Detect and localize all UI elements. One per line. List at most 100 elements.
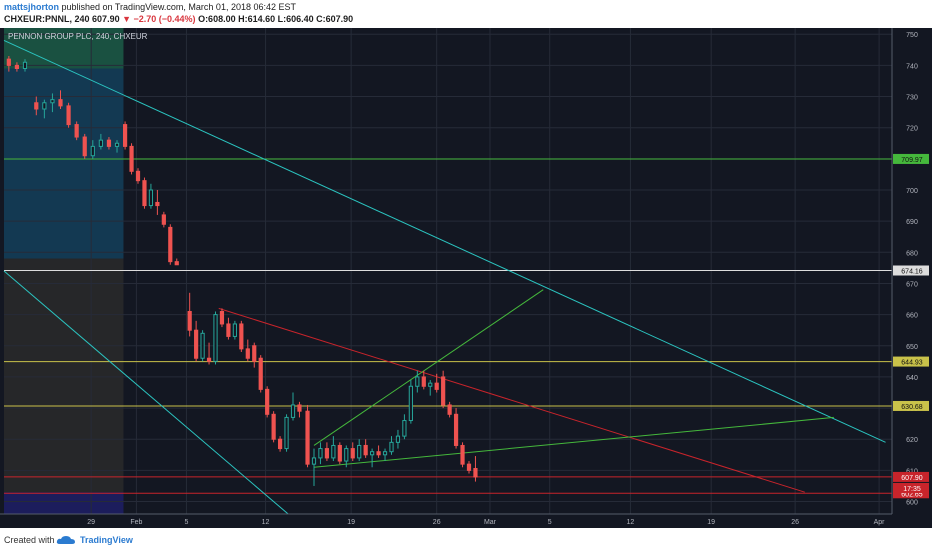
candle-body: [142, 180, 147, 207]
level-price-label: 602.65: [901, 491, 923, 498]
chart-title: PENNON GROUP PLC, 240, CHXEUR: [8, 32, 148, 41]
candle-body: [350, 448, 355, 459]
symbol-text: CHXEUR:PNNL, 240: [4, 14, 90, 24]
level-price-box: [893, 400, 929, 411]
y-tick-label: 750: [906, 32, 918, 39]
candle-down: [161, 211, 166, 228]
price-axis-background: [892, 28, 932, 528]
candle-body: [168, 226, 173, 263]
candle-body: [434, 382, 439, 390]
chart-svg[interactable]: PENNON GROUP PLC, 240, CHXEUR 600 610 620 63…: [0, 28, 932, 528]
trend-line: [313, 289, 544, 446]
candle-down: [473, 456, 478, 482]
candle-down: [363, 439, 368, 458]
candle-body: [187, 311, 192, 331]
candle-down: [376, 445, 381, 458]
candle-body: [344, 448, 349, 462]
candle-body: [129, 145, 134, 172]
x-tick-label: 26: [791, 519, 799, 526]
candle-body: [239, 323, 244, 350]
candle-down: [14, 62, 20, 72]
y-tick-label: 700: [906, 188, 918, 195]
candle-body: [98, 139, 103, 147]
candle-body: [382, 451, 388, 456]
x-tick-label: Apr: [874, 519, 886, 526]
candle-down: [106, 137, 112, 150]
candle-body: [305, 410, 310, 465]
published-text: published on TradingView.com, March 01, …: [61, 2, 296, 12]
tradingview-brand[interactable]: TradingView: [80, 535, 133, 545]
candle-up: [318, 442, 323, 465]
candle-down: [187, 292, 192, 337]
level-price-label: 674.16: [901, 269, 923, 276]
candle-down: [466, 461, 472, 474]
candle-body: [14, 64, 20, 70]
highlight-zone-2: [4, 492, 124, 514]
last-price-text: 607.90: [92, 14, 120, 24]
candle-body: [252, 345, 257, 362]
candle-body: [114, 142, 120, 147]
candle-body: [311, 457, 317, 465]
candle-up: [213, 311, 218, 365]
footer: Created with TradingView: [0, 530, 932, 550]
candle-body: [258, 357, 263, 390]
candle-body: [441, 376, 446, 406]
x-tick-label: 5: [548, 519, 552, 526]
candle-body: [50, 99, 55, 104]
change-text: ▼ −2.70 (−0.44%): [122, 14, 196, 24]
candle-down: [252, 342, 257, 368]
y-tick-label: 640: [906, 375, 918, 382]
candle-up: [357, 439, 362, 462]
x-tick-label: 19: [707, 519, 715, 526]
y-tick-label: 720: [906, 126, 918, 133]
y-tick-label: 620: [906, 437, 918, 444]
candle-body: [226, 323, 231, 337]
level-price-box: [893, 265, 929, 276]
trend-line: [218, 307, 805, 493]
author-link[interactable]: mattsjhorton: [4, 2, 59, 12]
x-tick-label: Feb: [130, 519, 142, 526]
candle-up: [50, 93, 55, 113]
candle-down: [421, 370, 426, 390]
candle-down: [441, 370, 446, 409]
highlight-zone-3: [4, 258, 124, 493]
candle-body: [290, 404, 296, 418]
candle-body: [402, 420, 407, 437]
candle-up: [428, 380, 433, 396]
countdown-box: [893, 482, 929, 493]
level-price-label: 630.68: [901, 404, 923, 411]
created-with-text: Created with: [4, 535, 55, 545]
candle-body: [34, 102, 39, 110]
candle-body: [245, 348, 250, 359]
candle-body: [284, 416, 289, 450]
candle-down: [122, 121, 128, 150]
highlight-zone-0: [4, 28, 124, 69]
candle-body: [460, 444, 465, 465]
chart-area[interactable]: PENNON GROUP PLC, 240, CHXEUR 600 610 620 63…: [0, 28, 932, 528]
candle-down: [168, 224, 173, 265]
candle-body: [148, 189, 154, 207]
candle-up: [389, 436, 394, 455]
candle-body: [370, 451, 375, 456]
candle-down: [277, 436, 283, 452]
candle-body: [421, 376, 426, 387]
candle-down: [350, 442, 355, 462]
candle-up: [402, 414, 407, 440]
tradingview-cloud-icon: [56, 536, 75, 544]
highlight-zone-1: [4, 68, 124, 259]
level-price-box: [893, 488, 929, 499]
x-tick-label: 5: [184, 519, 188, 526]
y-tick-label: 650: [906, 344, 918, 351]
candle-body: [277, 438, 283, 450]
candle-body: [90, 145, 95, 157]
candle-down: [155, 190, 160, 215]
y-tick-label: 670: [906, 281, 918, 288]
candle-down: [460, 442, 465, 468]
ohlc-text: O:608.00 H:614.60 L:606.40 C:607.90: [198, 14, 354, 24]
candle-down: [297, 401, 302, 418]
candle-up: [311, 448, 317, 486]
candle-body: [232, 323, 237, 337]
candle-up: [98, 133, 103, 150]
candle-body: [66, 105, 71, 126]
candle-body: [389, 441, 394, 453]
